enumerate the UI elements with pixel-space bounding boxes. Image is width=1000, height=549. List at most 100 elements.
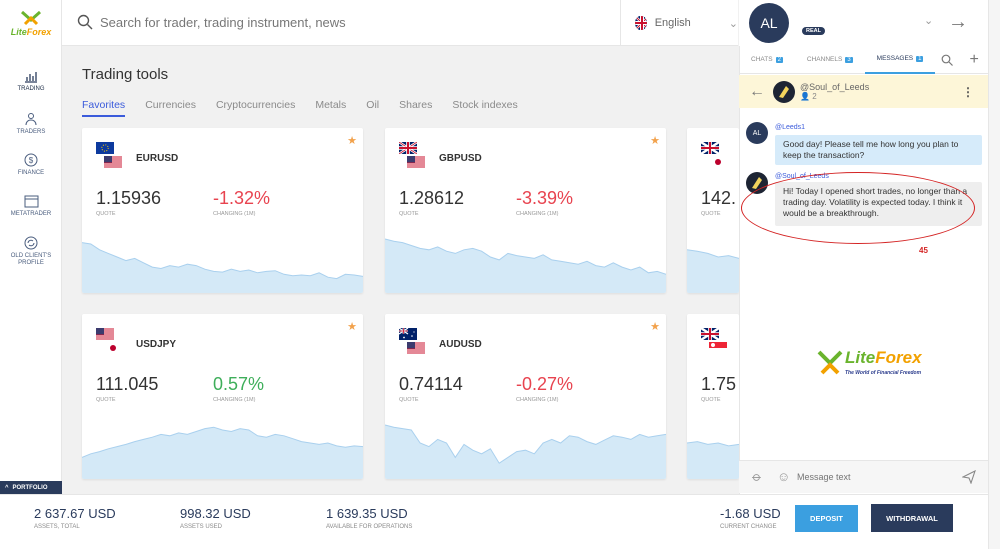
- person-icon: 👤: [800, 92, 810, 101]
- tab-stock-indexes[interactable]: Stock indexes: [452, 99, 518, 111]
- assets-total-value: 2 637.67 USD: [34, 506, 116, 521]
- sidebar-item-label: METATRADER: [10, 211, 52, 217]
- tab-channels[interactable]: CHANNELS 3: [795, 46, 865, 74]
- favorite-star-icon[interactable]: ★: [650, 135, 660, 147]
- available-label: AVAILABLE FOR OPERATIONS: [326, 524, 413, 530]
- liteforex-logo[interactable]: LiteForex: [0, 0, 62, 46]
- logo-text-lite: Lite: [10, 26, 27, 37]
- sidebar-item-traders[interactable]: TRADERS: [0, 112, 62, 136]
- chevron-down-icon[interactable]: ⌄: [924, 15, 934, 27]
- currency-pair-flags: [399, 328, 425, 362]
- quote-label: QUOTE: [399, 397, 419, 403]
- currency-pair-flags: [399, 142, 425, 176]
- favorite-star-icon[interactable]: ★: [347, 135, 357, 147]
- sparkline-area: [385, 239, 666, 293]
- australia-flag-icon: [399, 328, 417, 340]
- emoji-icon[interactable]: ☺: [777, 469, 791, 484]
- us-flag-icon: [407, 156, 425, 168]
- current-change-label: CURRENT CHANGE: [720, 524, 777, 530]
- instrument-card-gbpjpy[interactable]: 142. QUOTE: [687, 128, 739, 293]
- quote-label: QUOTE: [96, 397, 116, 403]
- tab-cryptocurrencies[interactable]: Cryptocurrencies: [215, 99, 296, 111]
- sidebar-item-old-clients-profile[interactable]: OLD CLIENT'S PROFILE: [0, 236, 62, 267]
- instrument-card-gbpusd[interactable]: ★ GBPUSD 1.28612 QUOTE -3.39% CHANGING (…: [385, 128, 666, 293]
- portfolio-tab[interactable]: ^ PORTFOLIO: [0, 481, 62, 494]
- back-arrow-icon[interactable]: ←: [749, 82, 765, 100]
- message-avatar: AL: [746, 122, 768, 144]
- portfolio-label: PORTFOLIO: [12, 484, 48, 491]
- sparkline-line: [687, 441, 739, 447]
- scrollbar[interactable]: [988, 0, 1000, 549]
- tab-label: CHANNELS: [806, 56, 843, 63]
- add-icon[interactable]: +: [969, 50, 979, 68]
- sparkline-area: [385, 425, 666, 479]
- search-icon[interactable]: [941, 54, 954, 66]
- us-flag-icon: [104, 156, 122, 168]
- deposit-button[interactable]: DEPOSIT: [795, 505, 858, 532]
- profile-refresh-icon: [24, 236, 38, 250]
- sidebar-item-trading[interactable]: TRADING: [0, 70, 62, 93]
- quote-label: QUOTE: [701, 397, 721, 403]
- count-badge: 2: [775, 56, 783, 63]
- currency-pair-flags: [96, 142, 122, 176]
- currency-pair-flags: [96, 328, 122, 362]
- more-options-icon[interactable]: ⋮: [962, 84, 974, 99]
- search-icon[interactable]: [77, 14, 93, 30]
- sidebar-item-metatrader[interactable]: METATRADER: [0, 195, 62, 218]
- quote-label: QUOTE: [399, 211, 419, 217]
- message-composer: ⌀ ☺: [739, 460, 988, 493]
- sidebar-item-label: OLD CLIENT'S PROFILE: [10, 253, 52, 266]
- collapse-arrow-icon[interactable]: →: [948, 11, 968, 33]
- withdrawal-button[interactable]: WITHDRAWAL: [871, 504, 953, 532]
- instrument-card-usdjpy[interactable]: ★ USDJPY 111.045 QUOTE 0.57% CHANGING (1…: [82, 314, 363, 479]
- attach-icon[interactable]: ⌀: [749, 468, 766, 485]
- favorite-star-icon[interactable]: ★: [347, 321, 357, 333]
- favorite-star-icon[interactable]: ★: [650, 321, 660, 333]
- logo-text-forex: Forex: [26, 26, 52, 37]
- message-sender[interactable]: @Leeds1: [775, 124, 806, 131]
- change-value: -0.27%: [516, 374, 574, 394]
- sparkline-chart: [385, 424, 666, 479]
- instrument-card-eurusd[interactable]: ★ EURUSD 1.15936 QUOTE -1.32% CHANGING (…: [82, 128, 363, 293]
- uk-flag-icon: [635, 16, 647, 30]
- uk-flag-icon: [701, 142, 719, 154]
- sidebar-item-finance[interactable]: $ FINANCE: [0, 153, 62, 177]
- category-tabs: Favorites Currencies Cryptocurrencies Me…: [82, 99, 518, 117]
- liteforex-watermark: LiteForex The World of Financial Freedom: [815, 344, 940, 390]
- instrument-symbol: AUDUSD: [439, 339, 482, 350]
- page-title: Trading tools: [82, 66, 169, 83]
- language-selector[interactable]: English ⌄: [620, 0, 738, 46]
- instrument-card-gbpsgd[interactable]: 1.75 QUOTE: [687, 314, 739, 479]
- count-badge: 1: [916, 55, 924, 62]
- tab-oil[interactable]: Oil: [366, 99, 380, 111]
- chevron-down-icon: ⌄: [728, 17, 738, 30]
- change-label: CHANGING (1M): [516, 397, 559, 403]
- tab-chats[interactable]: CHATS 2: [739, 46, 795, 74]
- tab-messages[interactable]: MESSAGES 1: [864, 46, 936, 74]
- message-input[interactable]: [797, 469, 947, 485]
- conversation-header: ← @Soul_of_Leeds 👤 2 ⋮: [739, 75, 988, 108]
- send-icon[interactable]: [962, 470, 976, 484]
- tab-metals[interactable]: Metals: [315, 99, 347, 111]
- tab-shares[interactable]: Shares: [399, 99, 433, 111]
- watermark-tagline: The World of Financial Freedom: [845, 370, 922, 376]
- user-avatar[interactable]: AL: [749, 3, 789, 43]
- us-flag-icon: [407, 342, 425, 354]
- sparkline-chart: [385, 238, 666, 293]
- instrument-symbol: GBPUSD: [439, 153, 482, 164]
- sparkline-chart: [82, 426, 363, 479]
- logo-mark-icon: [817, 350, 843, 375]
- instrument-card-audusd[interactable]: ★ AUDUSD 0.74114 QUOTE -0.27% CHANGING (…: [385, 314, 666, 479]
- change-label: CHANGING (1M): [516, 211, 559, 217]
- chat-tabs: CHATS 2 CHANNELS 3 MESSAGES 1 +: [739, 46, 988, 74]
- tab-favorites[interactable]: Favorites: [82, 99, 126, 117]
- tab-currencies[interactable]: Currencies: [145, 99, 196, 111]
- change-label: CHANGING (1M): [213, 211, 256, 217]
- sparkline-line: [385, 238, 666, 275]
- assets-total-label: ASSETS, TOTAL: [34, 524, 80, 530]
- sidebar-item-label: TRADERS: [16, 129, 46, 135]
- singapore-flag-icon: [709, 342, 727, 354]
- watermark-lite: Lite: [845, 348, 876, 367]
- conversation-name: @Soul_of_Leeds: [800, 82, 870, 92]
- search-input[interactable]: [100, 12, 600, 32]
